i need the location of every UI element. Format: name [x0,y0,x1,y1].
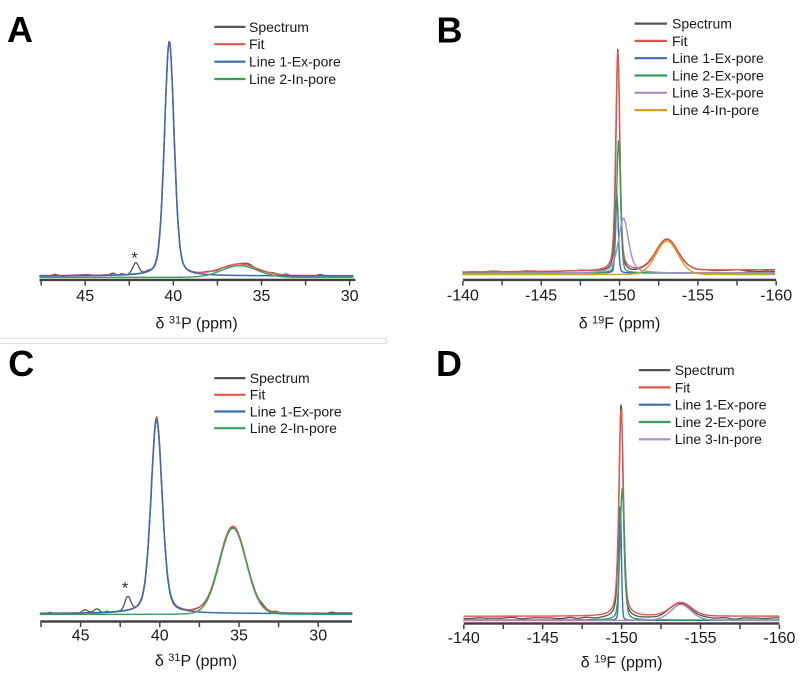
svg-text:-160: -160 [763,630,795,647]
svg-text:-145: -145 [525,288,557,305]
svg-text:Line 2-In-pore: Line 2-In-pore [250,420,337,436]
svg-text:Line 4-In-pore: Line 4-In-pore [672,102,759,118]
svg-text:-150: -150 [603,288,635,305]
svg-text:Line 2-Ex-pore: Line 2-Ex-pore [672,67,764,83]
svg-text:Line 3-In-pore: Line 3-In-pore [675,431,762,447]
svg-text:B: B [437,9,463,50]
svg-text:40: 40 [151,628,169,645]
svg-text:Spectrum: Spectrum [250,370,310,386]
svg-text:Line 1-Ex-pore: Line 1-Ex-pore [249,54,341,70]
svg-text:35: 35 [253,288,271,305]
svg-text:*: * [122,579,129,598]
svg-text:-160: -160 [760,288,792,305]
svg-text:30: 30 [309,628,327,645]
svg-text:Spectrum: Spectrum [249,19,309,35]
svg-text:30: 30 [341,288,359,305]
svg-text:Line 2-Ex-pore: Line 2-Ex-pore [675,414,767,430]
svg-text:Line 1-Ex-pore: Line 1-Ex-pore [675,397,767,413]
svg-text:-140: -140 [448,630,480,647]
svg-text:35: 35 [230,628,248,645]
svg-text:45: 45 [72,628,90,645]
svg-text:Spectrum: Spectrum [672,16,732,32]
svg-text:δ 19F (ppm): δ 19F (ppm) [581,654,663,672]
svg-text:δ 19F (ppm): δ 19F (ppm) [579,315,661,333]
svg-text:Line 1-Ex-pore: Line 1-Ex-pore [672,50,764,66]
svg-text:Fit: Fit [675,379,691,395]
svg-text:Fit: Fit [249,36,265,52]
svg-text:*: * [131,249,138,268]
svg-text:-155: -155 [684,630,716,647]
svg-text:-140: -140 [447,288,479,305]
svg-text:-150: -150 [606,630,638,647]
svg-text:Line 3-Ex-pore: Line 3-Ex-pore [672,85,764,101]
svg-text:-145: -145 [527,630,559,647]
svg-text:40: 40 [164,288,182,305]
svg-text:Line 2-In-pore: Line 2-In-pore [249,71,336,87]
svg-text:δ 31P (ppm): δ 31P (ppm) [155,315,237,333]
svg-text:45: 45 [76,288,94,305]
svg-text:D: D [436,343,462,384]
svg-text:A: A [7,9,33,50]
svg-text:Fit: Fit [250,387,266,403]
svg-text:Line 1-Ex-pore: Line 1-Ex-pore [250,403,342,419]
svg-text:δ 31P (ppm): δ 31P (ppm) [155,652,237,670]
svg-text:Fit: Fit [672,33,688,49]
svg-text:-155: -155 [682,288,714,305]
svg-text:Spectrum: Spectrum [675,362,735,378]
svg-text:C: C [8,343,34,384]
